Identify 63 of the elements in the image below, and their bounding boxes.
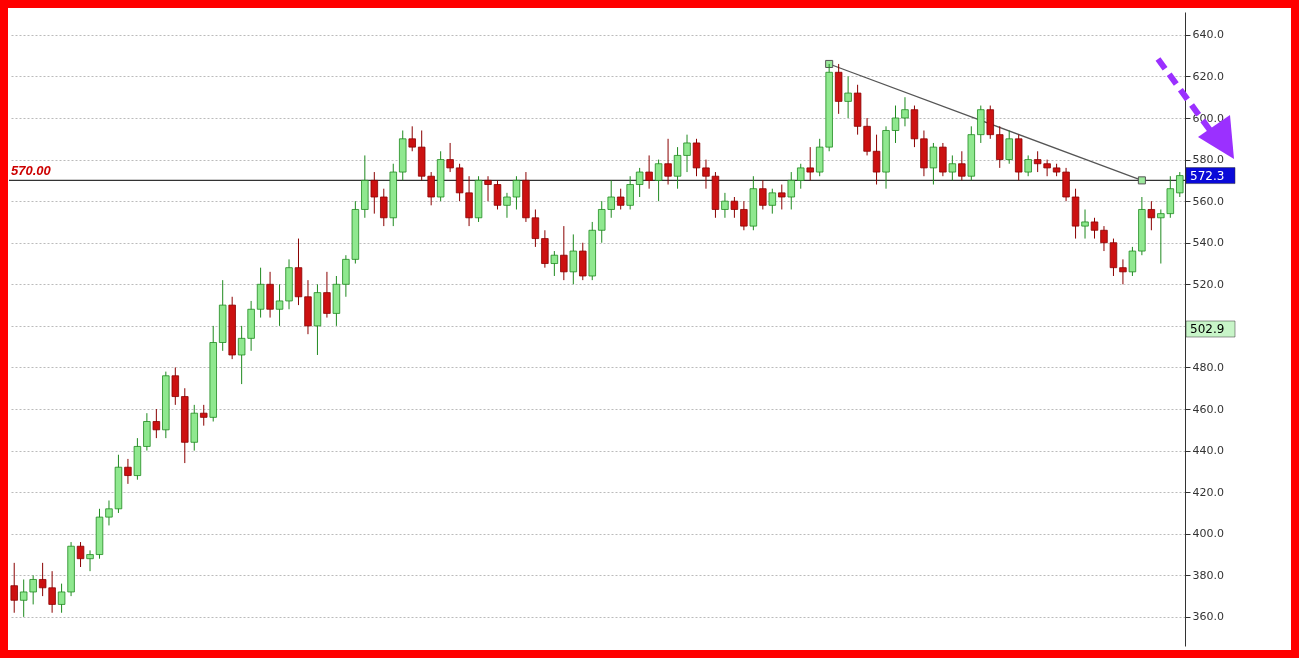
y-tick-label: 620.0 <box>1192 69 1224 83</box>
candlestick <box>664 138 672 186</box>
candlestick <box>759 179 767 210</box>
candlestick <box>872 134 881 186</box>
candlestick <box>10 562 18 614</box>
candlestick <box>323 271 331 319</box>
candlestick <box>1147 200 1156 231</box>
candlestick <box>124 458 132 485</box>
candlestick <box>806 146 814 181</box>
candlestick <box>380 188 388 227</box>
y-tick-label: 400.0 <box>1192 527 1224 541</box>
candlestick <box>635 167 644 198</box>
candlestick <box>654 159 663 202</box>
candlestick <box>1081 208 1089 240</box>
candlestick <box>171 366 180 406</box>
text: 502.9 <box>1190 322 1225 336</box>
text: 572.3 <box>1190 168 1225 183</box>
candlestick <box>778 184 786 210</box>
candlestick <box>730 196 739 219</box>
candlestick <box>626 175 634 210</box>
y-tick-label: 420.0 <box>1192 485 1224 499</box>
y-tick-label: 520.0 <box>1192 277 1224 291</box>
candlestick <box>408 125 416 152</box>
candlestick <box>1119 258 1127 285</box>
candlestick <box>493 179 502 210</box>
candlestick <box>550 250 559 277</box>
y-tick-label: 380.0 <box>1192 568 1224 582</box>
candlestick <box>768 188 777 215</box>
y-tick-label: 460.0 <box>1192 402 1224 416</box>
candlestick <box>948 154 957 181</box>
candlestick <box>200 404 208 427</box>
candlestick <box>152 408 161 439</box>
y-tick-label: 580.0 <box>1192 153 1224 167</box>
candlestick <box>645 154 653 190</box>
candlestick <box>1128 246 1137 277</box>
candlestick <box>797 163 805 190</box>
candlestick <box>560 225 568 281</box>
y-tick-label: 480.0 <box>1192 360 1224 374</box>
y-tick-label: 540.0 <box>1192 236 1224 250</box>
candlestick <box>1024 154 1032 177</box>
candlestick <box>569 233 578 285</box>
candlestick <box>721 192 729 219</box>
candlestick <box>929 142 938 186</box>
candlestick <box>616 188 625 210</box>
y-tick-label: 560.0 <box>1192 194 1224 208</box>
candlestick <box>787 171 795 210</box>
y-tick-label: 440.0 <box>1192 444 1224 458</box>
y-tick-label: 640.0 <box>1192 28 1224 42</box>
y-tick-label: 360.0 <box>1192 610 1224 624</box>
candlestick <box>446 142 454 173</box>
candlestick <box>1005 129 1013 165</box>
ref-line-label: 570.00 <box>11 163 52 179</box>
candlestick <box>891 105 900 144</box>
candlestick <box>370 171 379 215</box>
candlestick <box>1176 171 1184 198</box>
candlestick <box>901 96 909 127</box>
candlestick <box>958 150 966 181</box>
candlestick <box>844 75 852 119</box>
candlestick <box>1090 217 1099 240</box>
candlestick <box>740 200 748 231</box>
candlestick <box>86 549 94 572</box>
candlestick <box>484 175 492 202</box>
candlestick <box>76 541 85 568</box>
